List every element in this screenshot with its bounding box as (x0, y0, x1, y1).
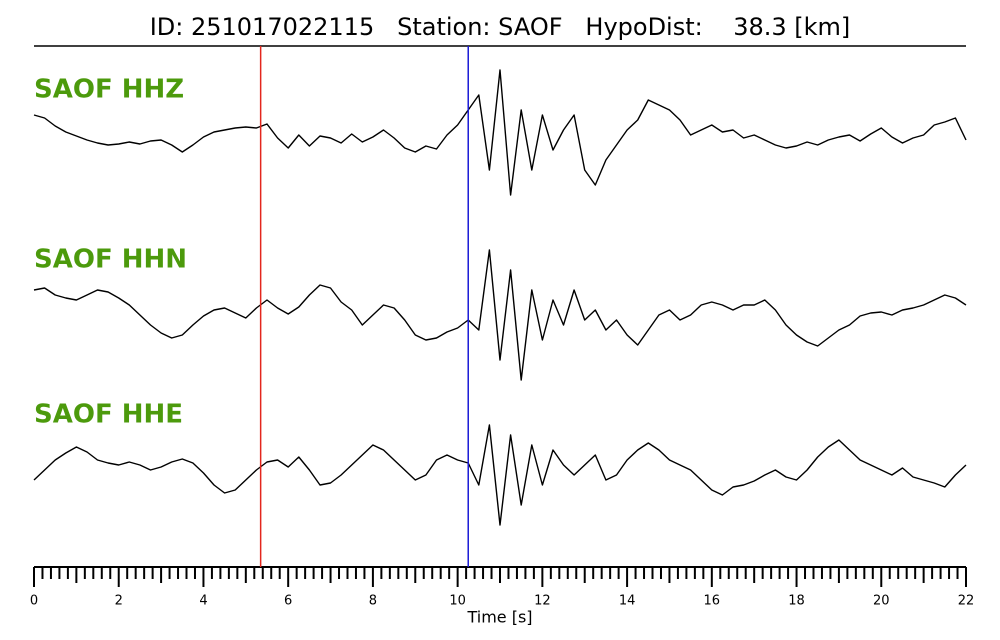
x-tick-label: 14 (619, 594, 636, 609)
chart-title: ID: 251017022115 Station: SAOF HypoDist:… (150, 13, 851, 41)
x-axis-label: Time [s] (466, 608, 532, 627)
x-tick-label: 4 (199, 594, 207, 609)
x-tick-label: 0 (30, 594, 38, 609)
x-tick-label: 6 (284, 594, 292, 609)
trace-label: SAOF HHN (34, 245, 187, 275)
trace (33, 69, 967, 196)
x-tick-label: 12 (534, 594, 551, 609)
trace (33, 424, 967, 526)
x-tick-label: 16 (704, 594, 721, 609)
x-tick-label: 8 (369, 594, 377, 609)
trace (33, 249, 967, 381)
trace-label: SAOF HHE (34, 400, 183, 430)
x-tick-label: 18 (788, 594, 805, 609)
trace-label: SAOF HHZ (34, 75, 184, 105)
x-tick-label: 20 (873, 594, 890, 609)
x-tick-label: 22 (958, 594, 975, 609)
x-tick-label: 2 (115, 594, 123, 609)
x-tick-label: 10 (449, 594, 466, 609)
